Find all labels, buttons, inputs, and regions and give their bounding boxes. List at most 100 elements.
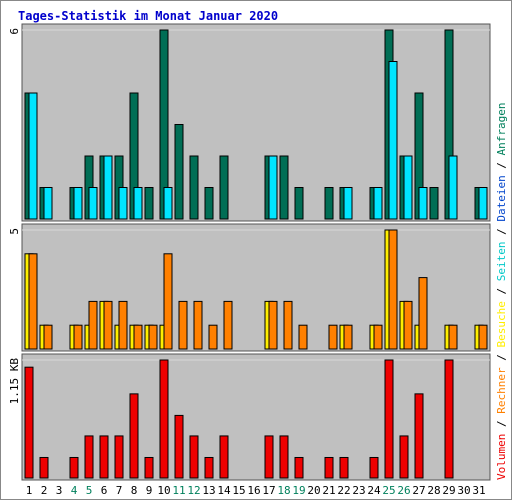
- bar-dateien-17: [268, 155, 278, 220]
- x-label-day-2: 2: [41, 484, 48, 497]
- bar-dateien-8: [133, 187, 143, 220]
- bar-anfragen-14: [219, 155, 229, 220]
- x-label-day-18: 18: [277, 484, 290, 497]
- bar-rechner-12: [193, 300, 203, 350]
- bar-dateien-1: [28, 92, 38, 220]
- bar-dateien-10: [163, 187, 173, 220]
- x-label-day-8: 8: [131, 484, 138, 497]
- bar-anfragen-19: [294, 187, 304, 220]
- bar-volumen-5: [84, 435, 94, 479]
- x-label-day-7: 7: [116, 484, 123, 497]
- bar-dateien-2: [43, 187, 53, 220]
- bar-volumen-11: [174, 414, 184, 479]
- bar-volumen-27: [414, 393, 424, 479]
- bar-volumen-1: [24, 366, 34, 479]
- bar-dateien-22: [343, 187, 353, 220]
- bar-volumen-17: [264, 435, 274, 479]
- legend-segment-4: Besuche: [495, 301, 508, 347]
- x-label-day-3: 3: [56, 484, 63, 497]
- bar-volumen-18: [279, 435, 289, 479]
- bar-dateien-31: [478, 187, 488, 220]
- bar-anfragen-18: [279, 155, 289, 220]
- bar-rechner-27: [418, 277, 428, 350]
- bar-rechner-1: [28, 253, 38, 350]
- bar-dateien-5: [88, 187, 98, 220]
- y-max-label-middle: 5: [8, 228, 21, 235]
- panel-volume: [21, 353, 491, 481]
- bar-anfragen-11: [174, 124, 184, 220]
- bar-volumen-22: [339, 456, 349, 479]
- bar-dateien-6: [103, 155, 113, 220]
- x-label-day-29: 29: [442, 484, 455, 497]
- bar-volumen-7: [114, 435, 124, 479]
- bar-dateien-26: [403, 155, 413, 220]
- bar-volumen-2: [39, 456, 49, 479]
- bar-volumen-26: [399, 435, 409, 479]
- bar-rechner-18: [283, 300, 293, 350]
- series-legend: Volumen / Rechner / Besuche / Seiten / D…: [495, 102, 508, 480]
- bar-volumen-25: [384, 359, 394, 479]
- bar-dateien-25: [388, 61, 398, 220]
- legend-segment-7: /: [495, 222, 508, 242]
- bar-rechner-7: [118, 300, 128, 350]
- x-label-day-27: 27: [412, 484, 425, 497]
- x-label-day-30: 30: [457, 484, 470, 497]
- bar-rechner-21: [328, 324, 338, 350]
- bar-rechner-24: [373, 324, 383, 350]
- bar-dateien-7: [118, 187, 128, 220]
- legend-segment-8: Dateien: [495, 175, 508, 221]
- bar-rechner-25: [388, 229, 398, 350]
- x-label-day-10: 10: [157, 484, 170, 497]
- x-label-day-20: 20: [307, 484, 320, 497]
- bar-rechner-8: [133, 324, 143, 350]
- bar-volumen-21: [324, 456, 334, 479]
- x-label-day-6: 6: [101, 484, 108, 497]
- legend-segment-9: /: [495, 155, 508, 175]
- panel-pages-visits-hosts: [21, 223, 491, 352]
- bar-rechner-5: [88, 300, 98, 350]
- bar-rechner-4: [73, 324, 83, 350]
- x-label-day-9: 9: [146, 484, 153, 497]
- y-max-label-top: 6: [8, 28, 21, 35]
- bar-rechner-31: [478, 324, 488, 350]
- bar-volumen-19: [294, 456, 304, 479]
- bar-rechner-22: [343, 324, 353, 350]
- bar-rechner-19: [298, 324, 308, 350]
- bar-anfragen-28: [429, 187, 439, 220]
- x-label-day-5: 5: [86, 484, 93, 497]
- bar-rechner-11: [178, 300, 188, 350]
- bar-anfragen-13: [204, 187, 214, 220]
- x-label-day-4: 4: [71, 484, 78, 497]
- x-label-day-24: 24: [367, 484, 381, 497]
- x-label-day-23: 23: [352, 484, 365, 497]
- bar-dateien-24: [373, 187, 383, 220]
- bar-volumen-8: [129, 393, 139, 479]
- bar-dateien-29: [448, 155, 458, 220]
- x-label-day-22: 22: [337, 484, 350, 497]
- x-label-day-26: 26: [397, 484, 410, 497]
- x-label-day-12: 12: [187, 484, 200, 497]
- x-label-day-21: 21: [322, 484, 335, 497]
- x-label-day-14: 14: [217, 484, 231, 497]
- x-label-day-1: 1: [26, 484, 33, 497]
- bar-volumen-13: [204, 456, 214, 479]
- bar-rechner-2: [43, 324, 53, 350]
- bar-rechner-9: [148, 324, 158, 350]
- x-label-day-28: 28: [427, 484, 440, 497]
- x-label-day-19: 19: [292, 484, 305, 497]
- legend-segment-10: Anfragen: [495, 102, 508, 155]
- legend-segment-5: /: [495, 281, 508, 301]
- bar-volumen-6: [99, 435, 109, 479]
- x-label-day-15: 15: [232, 484, 245, 497]
- x-label-day-25: 25: [382, 484, 395, 497]
- bar-rechner-10: [163, 253, 173, 350]
- bar-volumen-24: [369, 456, 379, 479]
- bar-dateien-4: [73, 187, 83, 220]
- bar-rechner-29: [448, 324, 458, 350]
- bar-volumen-14: [219, 435, 229, 479]
- bar-volumen-12: [189, 435, 199, 479]
- bar-anfragen-12: [189, 155, 199, 220]
- legend-segment-2: Rechner: [495, 367, 508, 414]
- bar-dateien-27: [418, 187, 428, 220]
